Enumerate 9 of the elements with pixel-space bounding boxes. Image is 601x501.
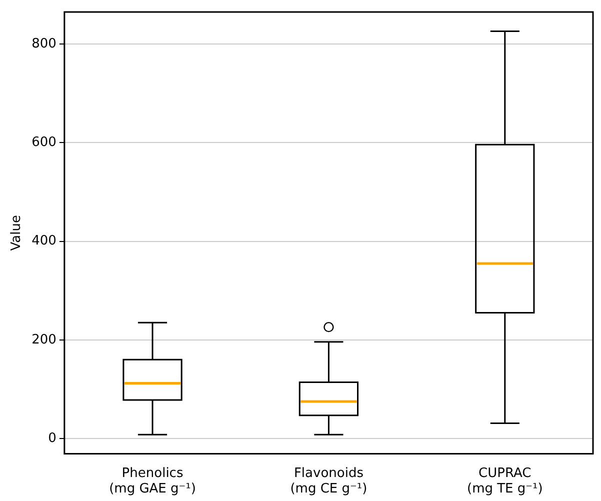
y-tick-label: 200 bbox=[32, 332, 56, 348]
x-tick-label: Flavonoids (mg CE g⁻¹) bbox=[290, 466, 368, 497]
y-tick-label: 0 bbox=[48, 430, 56, 446]
y-axis-title: Value bbox=[9, 215, 24, 251]
y-tick-label: 600 bbox=[32, 135, 56, 150]
y-tick-label: 400 bbox=[32, 234, 56, 249]
y-tick-label: 800 bbox=[32, 36, 56, 52]
x-tick-label: Phenolics (mg GAE g⁻¹) bbox=[109, 466, 196, 497]
x-tick-label: CUPRAC (mg TE g⁻¹) bbox=[466, 466, 543, 497]
